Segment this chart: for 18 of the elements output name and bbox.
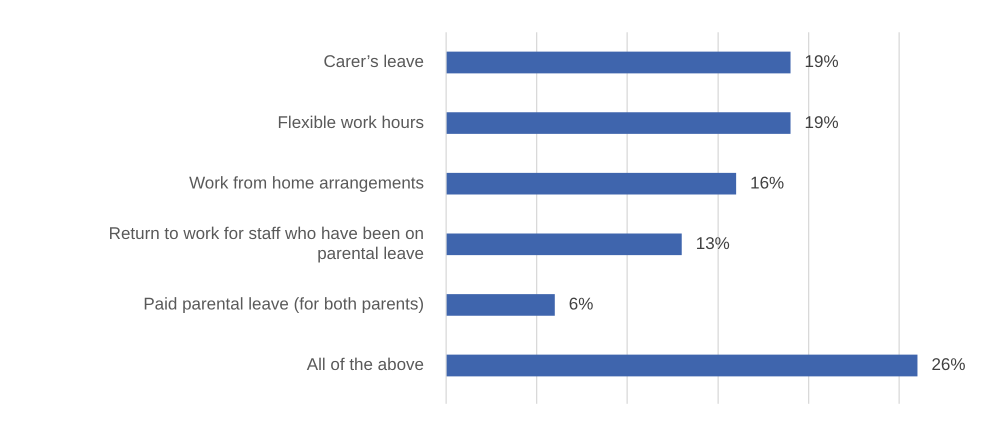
data-label: 16% xyxy=(750,173,784,192)
data-label: 19% xyxy=(804,52,839,72)
y-tick-label: Carer’s leave xyxy=(324,52,424,72)
bar xyxy=(446,294,555,316)
data-label: 6% xyxy=(568,294,594,314)
y-tick-label: All of the above xyxy=(306,355,424,374)
bar xyxy=(446,112,791,134)
y-tick-label: Paid parental leave (for both parents) xyxy=(143,294,424,314)
bar xyxy=(446,233,682,256)
data-label: 19% xyxy=(804,112,839,132)
data-label: 26% xyxy=(931,355,966,374)
bar xyxy=(446,354,918,376)
y-tick-label: Work from home arrangements xyxy=(189,173,424,192)
y-tick-label: Return to work for staff who have been on parental leave xyxy=(108,224,424,264)
y-tick-label: Flexible work hours xyxy=(278,112,424,132)
data-label: 13% xyxy=(696,234,730,253)
bar xyxy=(446,52,791,74)
bar xyxy=(446,172,736,195)
